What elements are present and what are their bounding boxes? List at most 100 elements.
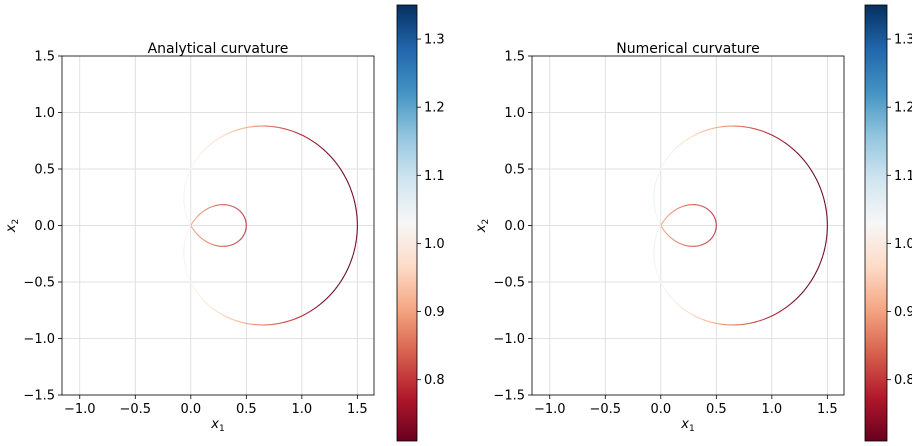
curve-segment [680, 306, 682, 308]
curve-segment [344, 272, 347, 275]
curve-segment [319, 145, 321, 148]
curve-segment [312, 308, 315, 310]
curve-segment [813, 174, 816, 177]
curve-segment [804, 161, 807, 163]
curve-segment [331, 157, 334, 160]
curve-segment [679, 305, 682, 308]
curve-segment [795, 151, 798, 154]
curve-segment [215, 310, 218, 312]
curve-segment [341, 277, 344, 280]
x-axis-label: x1 [680, 417, 694, 434]
x-tick-label: 1.5 [347, 402, 368, 417]
curve-segment [775, 136, 777, 138]
curve-segment [816, 269, 818, 272]
curve-segment [815, 178, 818, 181]
curve-segment [345, 177, 347, 180]
curve-segment [206, 146, 208, 149]
curve-segment [669, 154, 671, 156]
curve-segment [682, 141, 685, 143]
curve-segment [785, 306, 788, 309]
curve-segment [781, 309, 784, 311]
curve-segment [686, 138, 689, 141]
curve-segment [207, 303, 209, 306]
curve-segment [201, 298, 203, 300]
y-tick-label: −1.0 [23, 332, 55, 347]
curve-segment [310, 139, 312, 141]
curve-segment [340, 169, 343, 172]
curve-segment [205, 302, 207, 304]
curve-segment [811, 170, 813, 173]
curve-segment [665, 159, 667, 161]
curve-segment [196, 157, 198, 160]
panel-analytical: Analytical curvature −1.0 −0.5 0.0 0.5 1.0 1.… [4, 4, 445, 442]
curve-segment [335, 161, 337, 164]
curve-segment [676, 302, 678, 305]
curve-segment [212, 308, 215, 310]
curve-segment [801, 157, 804, 160]
curve-segment [341, 278, 343, 281]
curve-segment [337, 165, 340, 168]
curve-segment [200, 296, 202, 299]
curve-segment [218, 137, 220, 140]
y-tick-label: −1.0 [493, 332, 525, 347]
curve-segment [680, 143, 682, 145]
curve-segment [318, 304, 320, 306]
curve-segment [209, 305, 212, 308]
curve-segment [672, 299, 675, 301]
curve-segment [670, 296, 672, 299]
curve-segment [670, 297, 673, 299]
curve-segment [776, 136, 778, 139]
curve-segment [342, 172, 344, 175]
curve-segment [208, 144, 211, 146]
curve-segment [666, 157, 668, 160]
curve-segment [339, 280, 342, 283]
curve-segment [342, 275, 345, 278]
y-tick-label: 0.5 [34, 163, 55, 178]
curve-segment [195, 158, 198, 161]
curve-segment [332, 158, 334, 161]
curve-segment [790, 146, 792, 149]
curve-segment [316, 305, 319, 308]
curve-segment [791, 147, 794, 150]
panel-numerical: Numerical curvature −1.0 −0.5 0.0 0.5 1.0 1.5… [474, 4, 912, 442]
y-tick-label: 0.5 [504, 163, 525, 178]
curve-segment [219, 312, 221, 314]
curve-segment [805, 287, 807, 290]
x-tick-label: 0.0 [180, 402, 201, 417]
curve-segment [670, 152, 673, 154]
curve-segment [314, 142, 317, 144]
curve-segment [321, 147, 324, 150]
curve-segment [811, 171, 814, 174]
curve-segment [790, 302, 792, 305]
curve-segment [778, 311, 780, 313]
y-tick-label: 1.0 [504, 106, 525, 121]
curve-segment [342, 173, 345, 176]
curve-segment [782, 141, 785, 143]
curve-segment [674, 148, 676, 151]
curve-segment [341, 171, 344, 174]
curve-segment [683, 140, 685, 143]
x-tick-label: 0.5 [236, 402, 257, 417]
curve-segment [202, 298, 204, 301]
colorbar-tick-label: 0.8 [894, 373, 912, 388]
curve-segment [674, 148, 677, 150]
curve-segment [330, 156, 333, 159]
curve-segment [214, 140, 216, 142]
curve-segment [319, 303, 321, 306]
curve-segment [791, 301, 794, 304]
curve-segment [215, 139, 218, 141]
x-tick-label: 1.0 [761, 402, 782, 417]
y-tick-label: −0.5 [23, 276, 55, 291]
curve-segment [809, 168, 812, 171]
curve-segment [774, 135, 776, 138]
colorbar-numerical: 0.8 0.9 1.0 1.1 1.2 1.3 [864, 4, 912, 442]
curve-segment [668, 155, 670, 157]
curve-segment [812, 275, 815, 278]
colorbar-tick-label: 1.0 [424, 237, 445, 252]
curve-segment [308, 138, 310, 140]
curve-segment [788, 145, 790, 147]
curve-segment [306, 136, 308, 139]
curve-segment [207, 145, 209, 148]
curve-segment [687, 311, 689, 313]
